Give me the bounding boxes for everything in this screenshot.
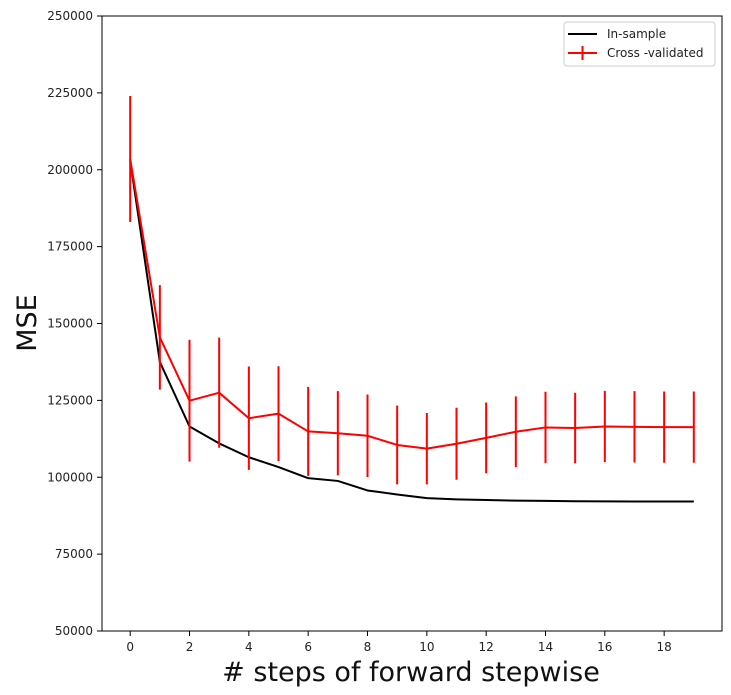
x-axis: 0 2 4 6 8 10 12 14 16 18	[126, 631, 672, 654]
x-axis-title: # steps of forward stepwise	[222, 657, 600, 688]
x-tick-label: 8	[364, 640, 372, 654]
plot-area	[129, 95, 695, 503]
x-tick-label: 12	[479, 640, 494, 654]
legend: In-sample Cross -validated	[563, 21, 716, 67]
legend-box	[563, 21, 716, 67]
y-tick-label: 100000	[47, 470, 93, 484]
plot-frame	[101, 15, 723, 632]
legend-cv-label: Cross -validated	[607, 46, 704, 60]
y-axis-title: MSE	[12, 294, 43, 352]
x-tick-label: 16	[597, 640, 612, 654]
y-tick-label: 125000	[47, 393, 93, 407]
y-tick-label: 175000	[47, 240, 93, 254]
legend-in-sample-label: In-sample	[607, 27, 666, 41]
y-tick-label: 75000	[55, 547, 93, 561]
y-tick-label: 250000	[47, 9, 93, 23]
in-sample-line	[129, 160, 694, 503]
y-tick-label: 225000	[47, 86, 93, 100]
x-tick-label: 10	[419, 640, 434, 654]
y-tick-label: 50000	[55, 624, 93, 638]
x-tick-label: 0	[126, 640, 134, 654]
y-axis: 50000 75000 100000 125000 150000 175000 200000…	[47, 9, 102, 638]
y-tick-label: 150000	[47, 317, 93, 331]
x-tick-label: 18	[657, 640, 672, 654]
x-tick-label: 14	[538, 640, 553, 654]
x-tick-label: 6	[304, 640, 312, 654]
x-tick-label: 2	[186, 640, 194, 654]
cross-validated-line	[129, 158, 694, 450]
y-tick-label: 200000	[47, 163, 93, 177]
x-tick-label: 4	[245, 640, 253, 654]
